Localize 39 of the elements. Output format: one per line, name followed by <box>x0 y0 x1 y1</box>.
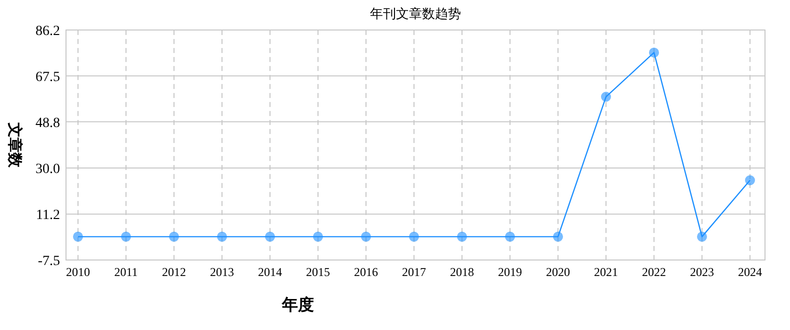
x-tick-label: 2020 <box>546 265 570 279</box>
y-tick-label: 86.2 <box>36 24 60 39</box>
x-tick-label: 2010 <box>66 265 90 279</box>
point <box>745 175 755 186</box>
point <box>361 232 371 242</box>
point <box>649 48 659 58</box>
x-tick-label: 2011 <box>114 265 138 279</box>
x-tick-label: 2016 <box>354 265 378 279</box>
x-tick-label: 2022 <box>642 265 666 279</box>
x-tick-label: 2018 <box>450 265 474 279</box>
point <box>265 232 275 242</box>
point <box>73 232 83 242</box>
x-axis-title: 年度 <box>281 295 314 314</box>
point <box>169 232 179 242</box>
point <box>601 92 611 102</box>
point <box>409 232 419 242</box>
point <box>313 232 323 242</box>
point <box>553 232 563 242</box>
y-tick-label: 67.5 <box>36 70 60 85</box>
point <box>217 232 227 242</box>
x-tick-label: 2015 <box>306 265 330 279</box>
point <box>697 232 707 242</box>
y-tick-label: 30.0 <box>36 162 60 177</box>
chart-title: 年刊文章数趋势 <box>370 7 461 22</box>
y-tick-label: -7.5 <box>38 254 60 269</box>
x-tick-label: 2014 <box>258 265 282 279</box>
x-tick-label: 2012 <box>162 265 186 279</box>
point <box>505 232 515 242</box>
x-tick-label: 2013 <box>210 265 234 279</box>
y-tick-label: 48.8 <box>36 116 60 131</box>
x-tick-label: 2024 <box>738 265 762 279</box>
x-tick-label: 2019 <box>498 265 522 279</box>
x-tick-label: 2017 <box>402 265 426 279</box>
x-tick-label: 2023 <box>690 265 714 279</box>
y-tick-label: 11.2 <box>36 208 60 224</box>
point <box>457 232 467 242</box>
y-axis-title: 文章数 <box>6 122 24 168</box>
x-tick-label: 2021 <box>594 265 618 279</box>
point <box>121 232 131 242</box>
